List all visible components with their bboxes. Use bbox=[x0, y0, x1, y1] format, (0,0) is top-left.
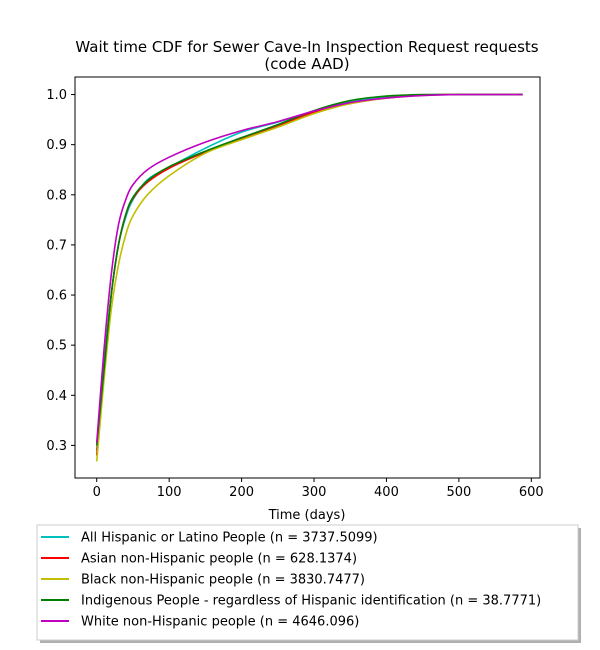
y-tick-label: 0.5 bbox=[46, 339, 67, 354]
x-axis-label: Time (days) bbox=[268, 508, 346, 523]
x-tick-label: 0 bbox=[93, 485, 101, 500]
y-tick-label: 0.8 bbox=[46, 188, 67, 203]
legend: All Hispanic or Latino People (n = 3737.… bbox=[36, 524, 581, 643]
x-tick-label: 100 bbox=[157, 485, 182, 500]
series-line bbox=[95, 93, 523, 451]
series-line bbox=[95, 93, 523, 443]
chart-title-line2: (code AAD) bbox=[264, 55, 349, 73]
legend-label: Asian non-Hispanic people (n = 628.1374) bbox=[81, 552, 357, 567]
y-tick-label: 0.4 bbox=[46, 389, 67, 404]
legend-label: Indigenous People - regardless of Hispan… bbox=[81, 594, 541, 609]
chart-title: Wait time CDF for Sewer Cave-In Inspecti… bbox=[75, 38, 538, 56]
x-tick-label: 200 bbox=[229, 485, 254, 500]
y-tick-label: 0.6 bbox=[46, 289, 67, 304]
y-tick-label: 0.3 bbox=[46, 439, 67, 454]
y-tick-label: 1.0 bbox=[46, 88, 67, 103]
y-tick-label: 0.9 bbox=[46, 138, 67, 153]
legend-label: White non-Hispanic people (n = 4646.096) bbox=[81, 615, 359, 630]
x-tick-label: 500 bbox=[446, 485, 471, 500]
x-tick-label: 400 bbox=[374, 485, 399, 500]
series-line bbox=[95, 93, 523, 462]
legend-label: Black non-Hispanic people (n = 3830.7477… bbox=[81, 573, 365, 588]
y-tick-label: 0.7 bbox=[46, 238, 67, 253]
axes-frame bbox=[74, 76, 541, 479]
x-tick-label: 600 bbox=[519, 485, 544, 500]
legend-box bbox=[36, 524, 579, 641]
series-line bbox=[95, 93, 523, 456]
plot-area bbox=[95, 93, 523, 462]
legend-label: All Hispanic or Latino People (n = 3737.… bbox=[81, 531, 378, 546]
x-tick-label: 300 bbox=[302, 485, 327, 500]
axis-ticks: 0 100 200 300 400 500 600 0.3 0.4 0.5 0.6 0.7 0.8 0.9… bbox=[46, 88, 543, 500]
series-line bbox=[95, 93, 523, 446]
